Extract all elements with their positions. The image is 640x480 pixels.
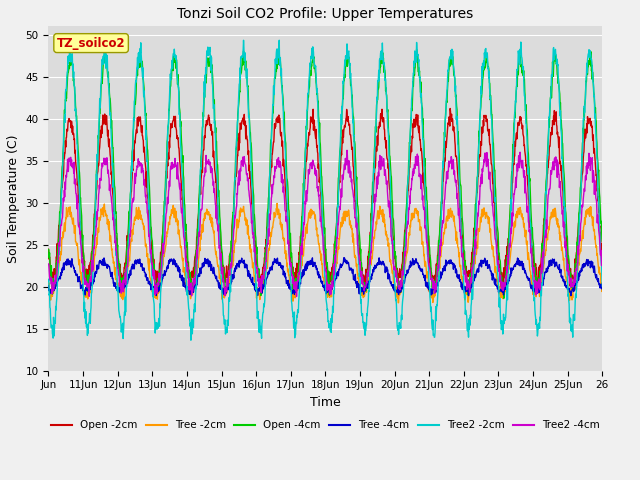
Line: Tree2 -2cm: Tree2 -2cm (49, 40, 602, 340)
Tree2 -2cm (389, 253, 397, 259)
Tree -2cm (340, 214, 348, 220)
Tree -4cm (417, 268, 425, 274)
Tree -2cm (300, 241, 308, 247)
Tree2 -4cm (389, 261, 397, 266)
Tree2 -2cm (187, 337, 195, 343)
Open -2cm (59, 179, 67, 185)
Open -4cm (300, 174, 308, 180)
Tree -4cm (598, 287, 606, 292)
Open -4cm (389, 215, 397, 220)
Tree2 -2cm (266, 170, 274, 176)
Line: Open -4cm: Open -4cm (49, 48, 602, 298)
Tree -2cm (598, 286, 606, 292)
Tree2 -4cm (418, 183, 426, 189)
Tree -4cm (266, 268, 273, 274)
Tree2 -2cm (418, 100, 426, 106)
Tree2 -4cm (598, 259, 606, 265)
Tree -4cm (300, 272, 308, 278)
Open -4cm (59, 162, 67, 168)
Tree -2cm (389, 268, 397, 274)
Open -4cm (101, 46, 109, 51)
Tree -2cm (273, 201, 281, 206)
Tree -4cm (465, 293, 472, 299)
Open -2cm (257, 288, 265, 294)
Open -2cm (446, 106, 454, 111)
Open -2cm (300, 187, 308, 193)
Title: Tonzi Soil CO2 Profile: Upper Temperatures: Tonzi Soil CO2 Profile: Upper Temperatur… (177, 7, 474, 21)
Tree2 -2cm (275, 37, 283, 43)
Tree -2cm (418, 230, 426, 236)
Tree2 -4cm (266, 212, 273, 217)
Tree2 -2cm (340, 70, 348, 76)
Line: Tree2 -4cm: Tree2 -4cm (49, 150, 602, 297)
Open -2cm (266, 183, 274, 189)
Tree -4cm (389, 285, 397, 291)
Open -4cm (340, 75, 348, 81)
Y-axis label: Soil Temperature (C): Soil Temperature (C) (7, 134, 20, 263)
Tree -2cm (266, 246, 273, 252)
Open -2cm (340, 128, 348, 133)
Tree -2cm (45, 286, 52, 292)
Tree2 -2cm (59, 170, 67, 176)
Open -2cm (598, 261, 606, 266)
Tree2 -4cm (59, 214, 67, 220)
Open -4cm (500, 295, 508, 301)
Tree -4cm (45, 283, 52, 288)
Text: TZ_soilco2: TZ_soilco2 (57, 36, 125, 49)
Open -2cm (389, 232, 397, 238)
Line: Tree -4cm: Tree -4cm (49, 258, 602, 296)
Tree2 -2cm (301, 174, 308, 180)
Tree -4cm (340, 255, 348, 261)
Legend: Open -2cm, Tree -2cm, Open -4cm, Tree -4cm, Tree2 -2cm, Tree2 -4cm: Open -2cm, Tree -2cm, Open -4cm, Tree -4… (47, 416, 604, 434)
Tree2 -4cm (45, 261, 52, 267)
Tree -2cm (59, 236, 67, 241)
Open -4cm (266, 170, 274, 176)
X-axis label: Time: Time (310, 396, 340, 409)
Tree2 -4cm (300, 222, 308, 228)
Tree -4cm (59, 265, 67, 271)
Tree2 -2cm (45, 278, 52, 284)
Line: Open -2cm: Open -2cm (49, 108, 602, 291)
Open -2cm (417, 146, 425, 152)
Open -4cm (417, 90, 425, 96)
Tree2 -4cm (343, 147, 351, 153)
Tree -4cm (340, 259, 348, 265)
Line: Tree -2cm: Tree -2cm (49, 204, 602, 303)
Open -2cm (45, 246, 52, 252)
Tree -2cm (394, 300, 402, 306)
Open -4cm (598, 239, 606, 244)
Tree2 -4cm (340, 168, 348, 173)
Open -4cm (45, 247, 52, 252)
Tree2 -2cm (598, 283, 606, 289)
Tree2 -4cm (292, 294, 300, 300)
